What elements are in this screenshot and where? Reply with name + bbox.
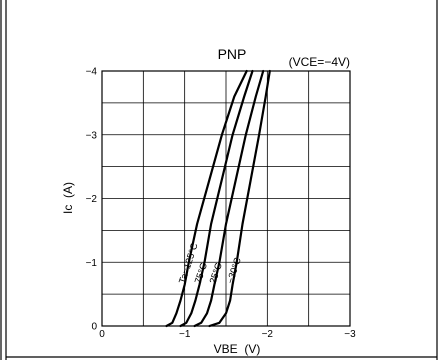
curve-1: [165, 69, 248, 328]
y-tick-label: 0: [91, 322, 97, 333]
curve-2: [179, 69, 254, 328]
curves: [165, 69, 271, 328]
x-axis-label: VBE (V): [214, 342, 261, 356]
y-tick-labels: 0 −1 −2 −3 −4: [86, 67, 98, 333]
curve-label-3: 25°C: [208, 262, 225, 286]
grid: [102, 71, 350, 326]
y-tick-label: −4: [86, 67, 98, 78]
test-condition: (VCE=−4V): [289, 55, 350, 69]
y-tick-label: −1: [86, 258, 98, 269]
y-axis-label: Ic (A): [61, 182, 75, 214]
plot-area: [101, 70, 351, 327]
curve-labels: Ta=125°C75°C25°C −30°C: [177, 242, 244, 286]
x-tick-label: −3: [344, 329, 356, 340]
y-tick-label: −2: [86, 194, 98, 205]
curve-3: [193, 69, 265, 328]
x-tick-label: −2: [262, 329, 274, 340]
curve-4: [208, 69, 271, 328]
chart-title: PNP: [218, 46, 247, 62]
x-tick-label: −1: [179, 329, 191, 340]
curve-label-4: −30°C: [225, 256, 244, 285]
y-tick-label: −3: [86, 130, 98, 141]
x-tick-label: 0: [99, 329, 105, 340]
x-tick-labels: 0 −1 −2 −3: [99, 329, 356, 340]
